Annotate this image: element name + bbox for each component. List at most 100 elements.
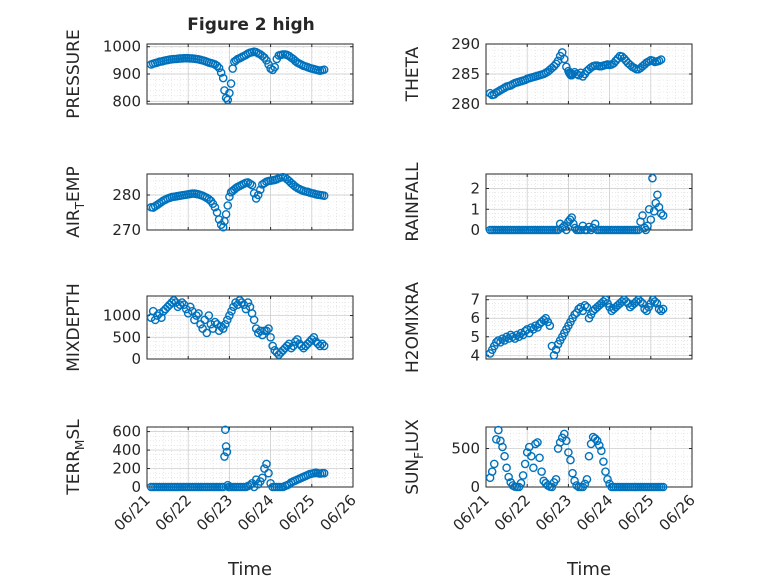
- y-tick-label: 0: [470, 221, 480, 239]
- panel-mixdepth: 0 500 1000 MIXDEPTH: [64, 283, 354, 372]
- data-point: [237, 298, 247, 307]
- data-point: [638, 211, 647, 220]
- data-point: [551, 345, 561, 355]
- y-tick-label: 0: [470, 478, 480, 496]
- y-tick-label: 280: [451, 95, 480, 113]
- data-point: [152, 311, 162, 320]
- data-point: [653, 190, 662, 200]
- data-point: [225, 88, 234, 98]
- data-point: [559, 54, 569, 64]
- data-point: [555, 219, 565, 229]
- data-point: [491, 435, 501, 444]
- data-point: [599, 297, 608, 306]
- data-point: [658, 211, 668, 220]
- data-point: [533, 438, 542, 447]
- data-point: [549, 350, 559, 360]
- data-point: [562, 225, 571, 235]
- data-point: [494, 336, 503, 345]
- data-point: [221, 442, 231, 451]
- data-point: [216, 322, 226, 331]
- data-point: [641, 225, 651, 235]
- data-point: [223, 201, 233, 210]
- data-point: [545, 321, 555, 330]
- y-axis-label: MIXDEPTH: [64, 283, 84, 372]
- data-point: [498, 334, 507, 343]
- y-axis-label: TERRMSL: [64, 419, 87, 496]
- data-point: [202, 328, 212, 338]
- data-point: [592, 436, 602, 446]
- data-point: [227, 306, 236, 316]
- data-point: [167, 298, 177, 307]
- data-point: [216, 68, 226, 77]
- data-point: [190, 315, 199, 325]
- data-point: [262, 56, 271, 65]
- data-point: [580, 300, 590, 310]
- data-point: [574, 304, 584, 314]
- y-tick-label: 400: [112, 441, 141, 459]
- data-point: [315, 341, 325, 351]
- y-tick-label: 7: [470, 291, 480, 309]
- data-point: [613, 54, 623, 63]
- y-tick-label: 2: [470, 180, 480, 198]
- data-point: [255, 326, 265, 336]
- data-point: [218, 324, 228, 333]
- data-point: [555, 438, 565, 447]
- data-point: [656, 306, 666, 316]
- data-point: [656, 55, 666, 64]
- data-point: [516, 478, 526, 488]
- data-point: [578, 72, 588, 81]
- data-point: [251, 324, 261, 333]
- y-tick-label: 5: [470, 328, 480, 346]
- data-point: [185, 302, 195, 312]
- y-axis-label: H2OMIXRA: [403, 282, 423, 373]
- data-point: [220, 319, 230, 329]
- data-point: [206, 319, 216, 329]
- data-point: [576, 225, 586, 235]
- data-point: [580, 479, 590, 489]
- y-axis-label: PRESSURE: [64, 29, 84, 118]
- data-point: [177, 298, 187, 307]
- data-point: [557, 223, 567, 233]
- data-point: [253, 190, 263, 200]
- data-point: [531, 321, 540, 330]
- y-axis-label: THETA: [403, 46, 423, 102]
- data-point: [582, 302, 592, 312]
- data-point: [547, 482, 557, 492]
- data-point: [171, 298, 181, 307]
- y-axis-label: RAINFALL: [403, 162, 423, 242]
- y-tick-label: 1000: [103, 307, 141, 325]
- panel-pressure: 800 900 1000 PRESSURE: [64, 29, 354, 119]
- data-point: [175, 300, 185, 309]
- data-point: [194, 309, 203, 318]
- data-point: [595, 441, 604, 450]
- data-point: [220, 425, 230, 435]
- y-tick-label: 270: [112, 221, 141, 239]
- data-point: [249, 188, 259, 198]
- data-point: [249, 315, 259, 325]
- panel-theta: 280 285 290 THETA: [403, 35, 693, 113]
- data-point: [529, 463, 538, 473]
- y-tick-label: 1: [470, 200, 480, 218]
- data-point: [572, 481, 581, 490]
- data-point: [652, 299, 662, 308]
- data-point: [192, 311, 201, 320]
- data-point: [293, 335, 302, 344]
- data-point: [218, 73, 228, 83]
- figure-title: Figure 2 high: [187, 15, 315, 35]
- data-point: [204, 311, 214, 320]
- data-point: [214, 326, 224, 336]
- data-point: [551, 475, 561, 484]
- data-point: [539, 315, 548, 325]
- data-point: [282, 341, 292, 351]
- axes-box: [485, 295, 693, 360]
- data-point: [245, 179, 255, 189]
- data-point: [307, 335, 317, 344]
- data-point: [268, 341, 277, 351]
- data-point: [527, 323, 536, 332]
- data-point: [590, 434, 600, 443]
- data-point: [319, 65, 329, 74]
- data-point: [286, 343, 296, 353]
- y-tick-label: 200: [112, 460, 141, 478]
